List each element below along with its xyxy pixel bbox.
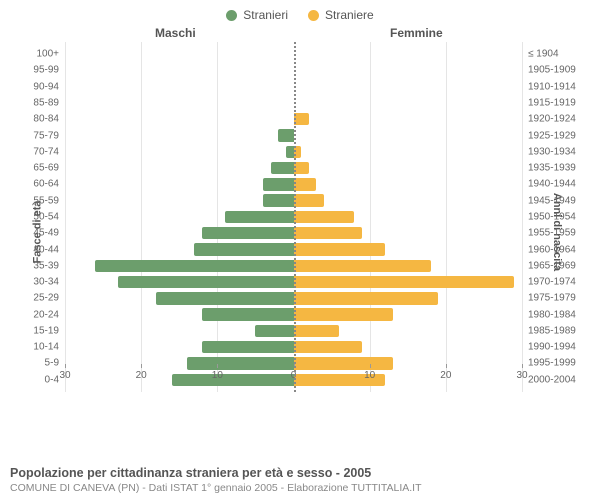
birth-year-label: 1970-1974 xyxy=(528,277,590,288)
age-label: 10-14 xyxy=(15,342,59,353)
legend-male-swatch xyxy=(226,10,237,21)
birth-year-label: 1960-1964 xyxy=(528,244,590,255)
bar-male xyxy=(156,292,293,304)
x-tick-mark xyxy=(522,364,523,368)
bar-male xyxy=(202,341,293,353)
bar-female xyxy=(294,227,363,239)
x-tick-label: 30 xyxy=(516,370,527,381)
age-label: 70-74 xyxy=(15,146,59,157)
legend-female-label: Straniere xyxy=(325,8,374,22)
bar-male xyxy=(271,162,294,174)
center-line xyxy=(294,42,296,392)
birth-year-label: 1965-1969 xyxy=(528,260,590,271)
birth-year-label: 2000-2004 xyxy=(528,374,590,385)
bar-male xyxy=(225,211,294,223)
bar-male xyxy=(263,194,293,206)
legend-male-label: Stranieri xyxy=(243,8,288,22)
column-headers: Maschi Femmine xyxy=(0,26,600,42)
bar-female xyxy=(294,276,515,288)
age-label: 50-54 xyxy=(15,211,59,222)
legend-male: Stranieri xyxy=(226,8,288,22)
legend-female-swatch xyxy=(308,10,319,21)
bar-male xyxy=(118,276,293,288)
legend-female: Straniere xyxy=(308,8,374,22)
grid-line xyxy=(522,42,523,392)
age-label: 0-4 xyxy=(15,374,59,385)
bar-female xyxy=(294,292,439,304)
x-tick-label: 10 xyxy=(212,370,223,381)
bar-male xyxy=(202,227,293,239)
birth-year-label: 1995-1999 xyxy=(528,358,590,369)
birth-year-label: 1950-1954 xyxy=(528,211,590,222)
birth-year-label: 1955-1959 xyxy=(528,228,590,239)
age-label: 20-24 xyxy=(15,309,59,320)
bar-male xyxy=(202,308,293,320)
birth-year-label: 1945-1949 xyxy=(528,195,590,206)
bar-female xyxy=(294,308,393,320)
bar-female xyxy=(294,162,309,174)
bar-male xyxy=(278,129,293,141)
age-label: 30-34 xyxy=(15,277,59,288)
bar-female xyxy=(294,113,309,125)
birth-year-label: 1915-1919 xyxy=(528,97,590,108)
plot: 100+≤ 190495-991905-190990-941910-191485… xyxy=(65,42,522,392)
age-label: 75-79 xyxy=(15,130,59,141)
age-label: 95-99 xyxy=(15,65,59,76)
bar-female xyxy=(294,178,317,190)
birth-year-label: 1935-1939 xyxy=(528,163,590,174)
x-tick-mark xyxy=(65,364,66,368)
age-label: 55-59 xyxy=(15,195,59,206)
birth-year-label: 1940-1944 xyxy=(528,179,590,190)
bar-female xyxy=(294,341,363,353)
x-tick-label: 30 xyxy=(59,370,70,381)
bar-male xyxy=(286,146,294,158)
bar-female xyxy=(294,260,431,272)
age-label: 100+ xyxy=(15,49,59,60)
bar-female xyxy=(294,325,340,337)
age-label: 65-69 xyxy=(15,163,59,174)
x-tick-mark xyxy=(446,364,447,368)
bar-male xyxy=(95,260,293,272)
x-tick-mark xyxy=(370,364,371,368)
birth-year-label: ≤ 1904 xyxy=(528,49,590,60)
birth-year-label: 1925-1929 xyxy=(528,130,590,141)
footer-title: Popolazione per cittadinanza straniera p… xyxy=(10,466,590,480)
age-label: 5-9 xyxy=(15,358,59,369)
bar-female xyxy=(294,211,355,223)
x-tick-label: 20 xyxy=(136,370,147,381)
header-male: Maschi xyxy=(155,26,196,40)
birth-year-label: 1990-1994 xyxy=(528,342,590,353)
bar-male xyxy=(194,243,293,255)
age-label: 80-84 xyxy=(15,114,59,125)
birth-year-label: 1910-1914 xyxy=(528,81,590,92)
bar-female xyxy=(294,194,324,206)
age-label: 60-64 xyxy=(15,179,59,190)
chart-area: Fasce di età Anni di nascita 100+≤ 19049… xyxy=(0,42,600,422)
x-tick-mark xyxy=(217,364,218,368)
birth-year-label: 1980-1984 xyxy=(528,309,590,320)
x-tick-label: 20 xyxy=(440,370,451,381)
age-label: 85-89 xyxy=(15,97,59,108)
age-label: 90-94 xyxy=(15,81,59,92)
x-tick-label: 10 xyxy=(364,370,375,381)
age-label: 35-39 xyxy=(15,260,59,271)
birth-year-label: 1975-1979 xyxy=(528,293,590,304)
age-label: 25-29 xyxy=(15,293,59,304)
legend: Stranieri Straniere xyxy=(0,0,600,26)
birth-year-label: 1905-1909 xyxy=(528,65,590,76)
age-label: 45-49 xyxy=(15,228,59,239)
birth-year-label: 1930-1934 xyxy=(528,146,590,157)
footer-subtitle: COMUNE DI CANEVA (PN) - Dati ISTAT 1° ge… xyxy=(10,482,590,494)
header-female: Femmine xyxy=(390,26,443,40)
birth-year-label: 1920-1924 xyxy=(528,114,590,125)
birth-year-label: 1985-1989 xyxy=(528,325,590,336)
x-tick-mark xyxy=(141,364,142,368)
bar-female xyxy=(294,243,385,255)
bar-male xyxy=(255,325,293,337)
age-label: 15-19 xyxy=(15,325,59,336)
bar-male xyxy=(263,178,293,190)
age-label: 40-44 xyxy=(15,244,59,255)
footer: Popolazione per cittadinanza straniera p… xyxy=(10,466,590,494)
